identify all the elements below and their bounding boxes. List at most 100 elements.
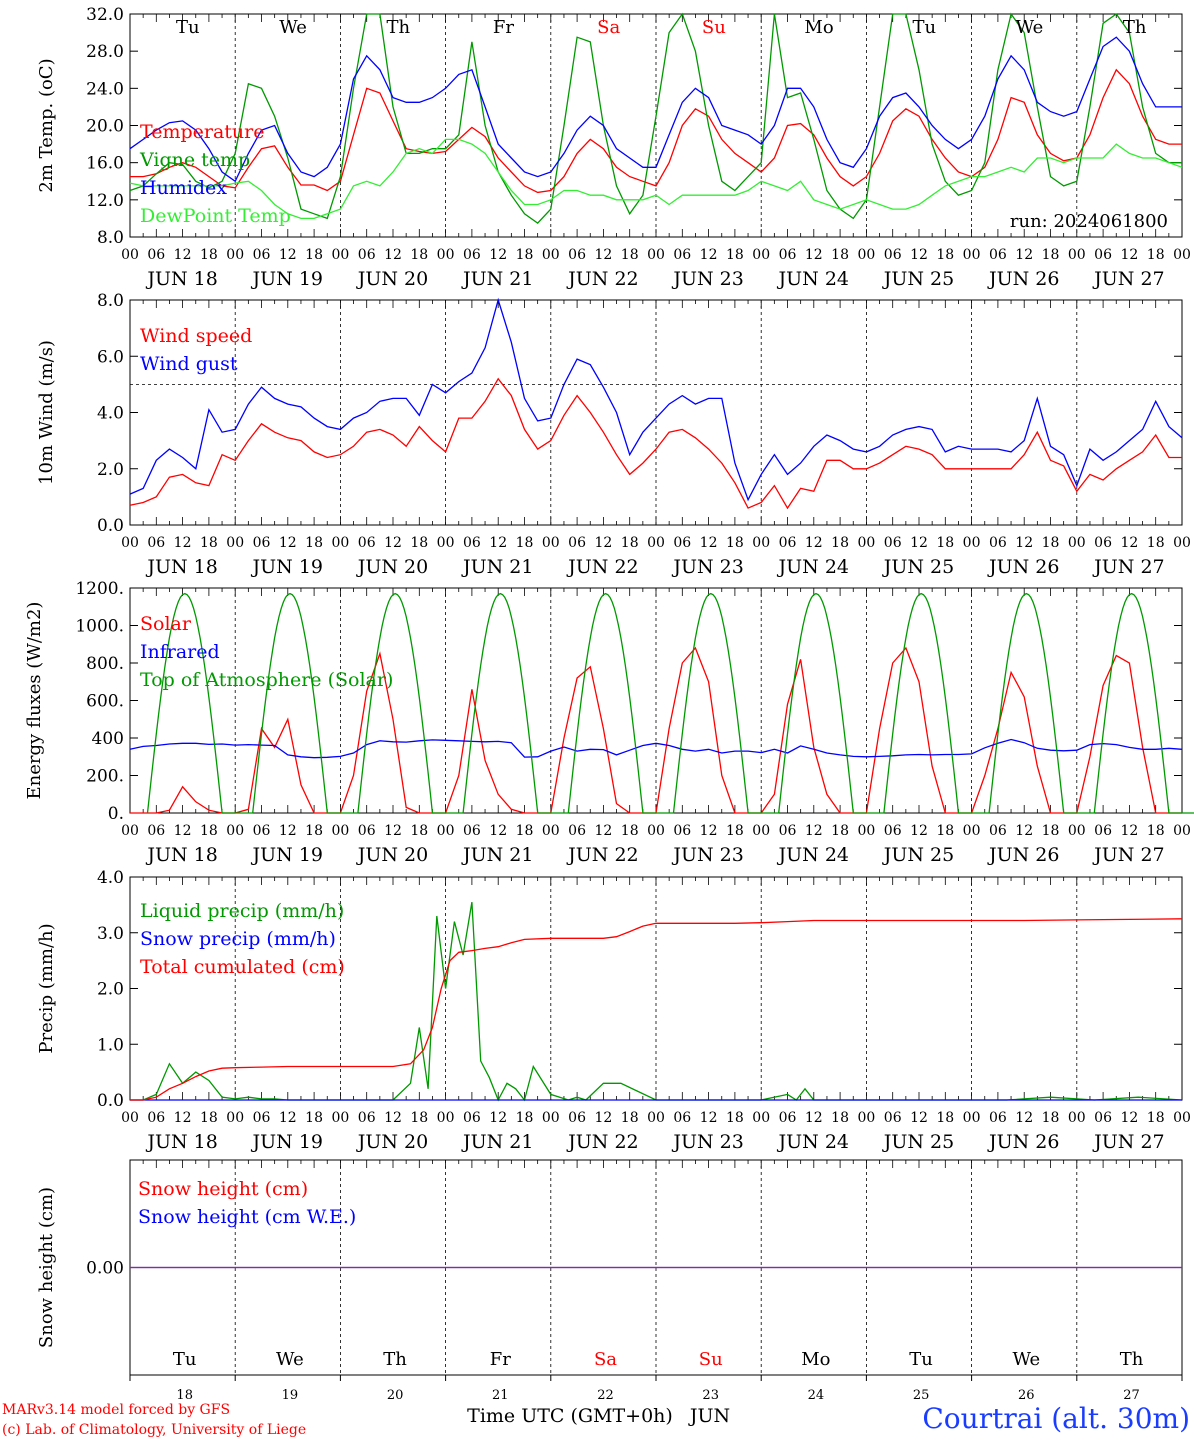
y-tick-label: 2.0 bbox=[97, 460, 124, 480]
hour-tick-label: 18 bbox=[1042, 535, 1060, 551]
temperature-series-line bbox=[129, 12, 1182, 224]
weekday-label: Tu bbox=[176, 17, 200, 38]
hour-tick-label: 12 bbox=[279, 1110, 297, 1126]
weekday-label: Tu bbox=[173, 1349, 197, 1370]
energy-frame bbox=[129, 587, 1183, 814]
hour-tick-label: 00 bbox=[752, 535, 770, 551]
hour-tick-label: 18 bbox=[200, 823, 218, 839]
hour-tick-label: 18 bbox=[410, 823, 428, 839]
hour-tick-label: 00 bbox=[121, 823, 139, 839]
hour-tick-label: 06 bbox=[253, 535, 271, 551]
hour-tick-label: 00 bbox=[1068, 535, 1086, 551]
hour-tick-label: 00 bbox=[647, 823, 665, 839]
y-tick-label: 0.0 bbox=[97, 1091, 124, 1111]
day-label: JUN 22 bbox=[566, 844, 638, 866]
hour-tick-label: 18 bbox=[936, 247, 954, 263]
hour-tick-label: 00 bbox=[331, 823, 349, 839]
hour-tick-label: 12 bbox=[489, 535, 507, 551]
weekday-label: Th bbox=[383, 1349, 407, 1370]
credit-line-1: MARv3.14 model forced by GFS bbox=[2, 1402, 230, 1418]
weekday-label: Fr bbox=[493, 17, 514, 38]
hour-tick-label: 18 bbox=[831, 247, 849, 263]
hour-tick-label: 00 bbox=[857, 1110, 875, 1126]
hour-tick-label: 06 bbox=[779, 1110, 797, 1126]
hour-tick-label: 18 bbox=[936, 823, 954, 839]
x-axis-title: Time UTC (GMT+0h) bbox=[467, 1405, 673, 1427]
y-tick-label: 3.0 bbox=[97, 924, 124, 944]
day-number-label: 21 bbox=[492, 1388, 509, 1403]
day-label: JUN 20 bbox=[356, 844, 428, 866]
precip-series-line bbox=[130, 901, 1183, 1102]
weekday-label: Su bbox=[699, 1349, 723, 1370]
y-tick-label: 32.0 bbox=[86, 5, 124, 25]
hour-tick-label: 18 bbox=[726, 1110, 744, 1126]
hour-tick-label: 18 bbox=[726, 823, 744, 839]
day-label: JUN 21 bbox=[461, 844, 533, 866]
hour-tick-label: 18 bbox=[200, 1110, 218, 1126]
hour-tick-label: 18 bbox=[621, 247, 639, 263]
hour-tick-label: 00 bbox=[121, 1110, 139, 1126]
hour-tick-label: 12 bbox=[1120, 1110, 1138, 1126]
day-label: JUN 27 bbox=[1092, 556, 1164, 578]
energy-series-line bbox=[129, 738, 1183, 759]
day-label: JUN 26 bbox=[987, 1131, 1059, 1153]
day-number-label: 23 bbox=[702, 1388, 719, 1403]
hour-tick-label: 00 bbox=[647, 1110, 665, 1126]
y-tick-label: 12.0 bbox=[86, 191, 124, 211]
y-tick-label: 28.0 bbox=[86, 42, 124, 62]
precip-legend-entry: Liquid precip (mm/h) bbox=[140, 900, 344, 922]
weekday-label: Mo bbox=[801, 1349, 830, 1370]
hour-tick-label: 06 bbox=[253, 1110, 271, 1126]
hour-tick-label: 00 bbox=[1173, 535, 1191, 551]
hour-tick-label: 00 bbox=[1068, 823, 1086, 839]
hour-tick-label: 00 bbox=[1068, 1110, 1086, 1126]
hour-tick-label: 12 bbox=[594, 823, 612, 839]
hour-tick-label: 06 bbox=[779, 247, 797, 263]
temperature-frame bbox=[129, 13, 1183, 238]
y-axis-label: Precip (mm/h) bbox=[36, 923, 57, 1053]
hour-tick-label: 06 bbox=[358, 535, 376, 551]
hour-tick-label: 06 bbox=[568, 823, 586, 839]
weekday-label: Fr bbox=[490, 1349, 511, 1370]
hour-tick-label: 06 bbox=[147, 247, 165, 263]
temperature-legend-entry: Vigne temp bbox=[139, 149, 250, 171]
day-number-label: 24 bbox=[808, 1388, 825, 1403]
hour-tick-label: 06 bbox=[884, 535, 902, 551]
hour-tick-label: 06 bbox=[568, 1110, 586, 1126]
hour-tick-label: 12 bbox=[910, 823, 928, 839]
day-number-label: 18 bbox=[176, 1388, 193, 1403]
hour-tick-label: 12 bbox=[805, 823, 823, 839]
y-tick-label: 1.0 bbox=[97, 1035, 124, 1055]
hour-tick-label: 18 bbox=[516, 1110, 534, 1126]
y-tick-label: 20.0 bbox=[86, 117, 124, 137]
hour-tick-label: 06 bbox=[147, 535, 165, 551]
hour-tick-label: 12 bbox=[700, 823, 718, 839]
y-tick-label: 6.0 bbox=[97, 347, 124, 367]
temperature-legend-entry: Temperature bbox=[140, 121, 264, 143]
temperature-series-line bbox=[130, 68, 1182, 194]
hour-tick-label: 06 bbox=[147, 823, 165, 839]
hour-tick-label: 06 bbox=[989, 1110, 1007, 1126]
temperature-legend-entry: Humidex bbox=[140, 177, 227, 199]
hour-tick-label: 06 bbox=[568, 535, 586, 551]
precip-legend-entry: Total cumulated (cm) bbox=[140, 956, 345, 978]
hour-tick-label: 00 bbox=[647, 535, 665, 551]
hour-tick-label: 06 bbox=[779, 535, 797, 551]
hour-tick-label: 18 bbox=[1042, 823, 1060, 839]
day-label: JUN 18 bbox=[145, 844, 217, 866]
hour-tick-label: 00 bbox=[226, 247, 244, 263]
day-label: JUN 21 bbox=[461, 556, 533, 578]
y-tick-label: 8.0 bbox=[97, 228, 124, 248]
hour-tick-label: 00 bbox=[226, 535, 244, 551]
y-tick-label: 400 bbox=[92, 729, 124, 749]
hour-tick-label: 06 bbox=[463, 247, 481, 263]
day-label: JUN 23 bbox=[671, 1131, 743, 1153]
hour-tick-label: 12 bbox=[1015, 823, 1033, 839]
day-label: JUN 18 bbox=[145, 1131, 217, 1153]
y-tick-label: 200. bbox=[86, 767, 124, 787]
weekday-label: Th bbox=[386, 17, 410, 38]
y-axis-label: 10m Wind (m/s) bbox=[36, 340, 57, 485]
energy-legend-entry: Solar bbox=[140, 613, 192, 635]
hour-tick-label: 18 bbox=[831, 535, 849, 551]
